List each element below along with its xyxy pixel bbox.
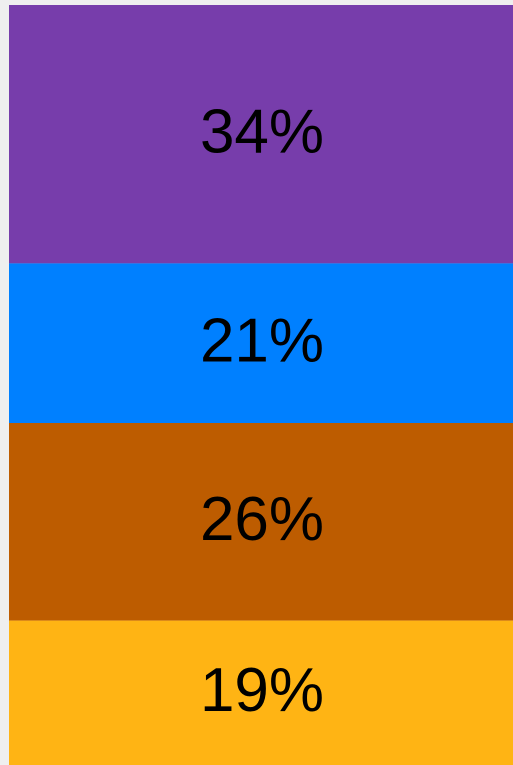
segment-label: 19% — [200, 656, 324, 725]
bar-segment — [9, 423, 513, 621]
bar-segment — [9, 263, 513, 423]
segment-label: 21% — [200, 307, 324, 376]
segment-label: 34% — [200, 98, 324, 167]
bar-segment — [9, 5, 513, 264]
segment-label: 26% — [200, 485, 324, 554]
bar-segment — [9, 620, 513, 765]
